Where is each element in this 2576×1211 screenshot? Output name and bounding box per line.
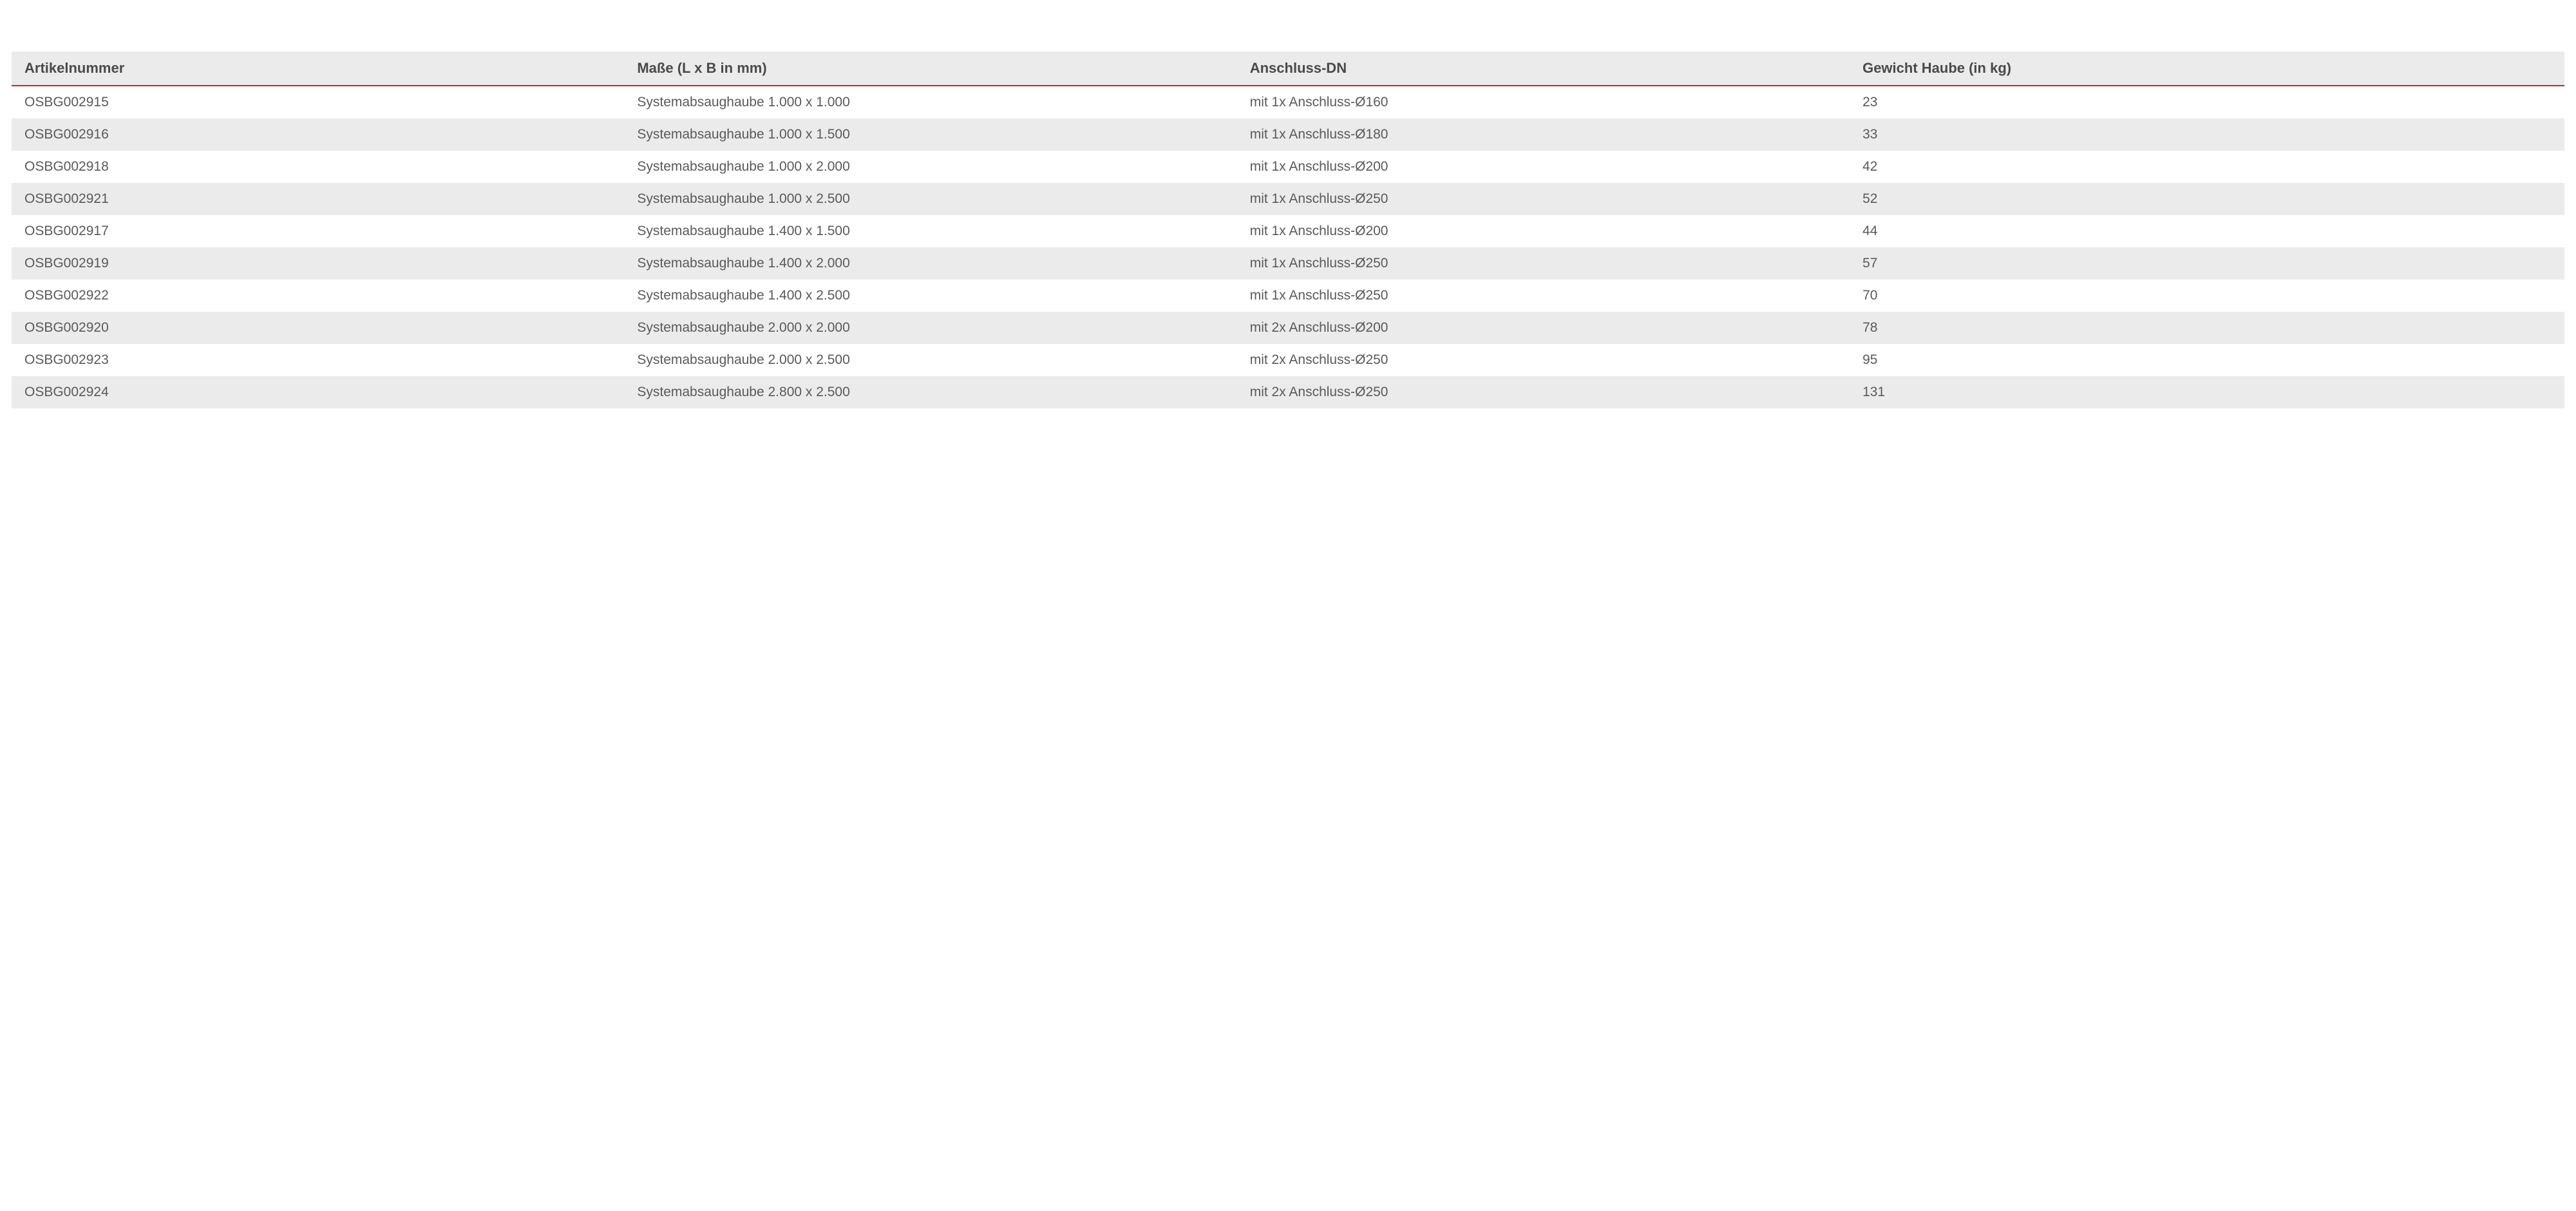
table-row: OSBG002920 Systemabsaughaube 2.000 x 2.0… [12, 312, 2564, 344]
cell-artikelnummer: OSBG002915 [12, 86, 624, 119]
table-row: OSBG002918 Systemabsaughaube 1.000 x 2.0… [12, 151, 2564, 183]
product-table: Artikelnummer Maße (L x B in mm) Anschlu… [12, 52, 2564, 408]
cell-anschluss: mit 2x Anschluss-Ø250 [1237, 344, 1850, 376]
col-header-artikelnummer: Artikelnummer [12, 52, 624, 86]
cell-gewicht: 70 [1850, 280, 2564, 312]
col-header-gewicht: Gewicht Haube (in kg) [1850, 52, 2564, 86]
cell-masse: Systemabsaughaube 1.400 x 2.500 [624, 280, 1236, 312]
cell-gewicht: 131 [1850, 376, 2564, 408]
cell-anschluss: mit 2x Anschluss-Ø200 [1237, 312, 1850, 344]
table-row: OSBG002924 Systemabsaughaube 2.800 x 2.5… [12, 376, 2564, 408]
col-header-masse: Maße (L x B in mm) [624, 52, 1236, 86]
cell-artikelnummer: OSBG002920 [12, 312, 624, 344]
cell-masse: Systemabsaughaube 1.000 x 1.500 [624, 119, 1236, 151]
cell-artikelnummer: OSBG002921 [12, 183, 624, 215]
cell-anschluss: mit 2x Anschluss-Ø250 [1237, 376, 1850, 408]
cell-anschluss: mit 1x Anschluss-Ø160 [1237, 86, 1850, 119]
cell-artikelnummer: OSBG002918 [12, 151, 624, 183]
cell-anschluss: mit 1x Anschluss-Ø250 [1237, 247, 1850, 280]
cell-gewicht: 33 [1850, 119, 2564, 151]
cell-masse: Systemabsaughaube 1.000 x 2.500 [624, 183, 1236, 215]
cell-gewicht: 44 [1850, 215, 2564, 247]
cell-artikelnummer: OSBG002917 [12, 215, 624, 247]
cell-gewicht: 57 [1850, 247, 2564, 280]
cell-gewicht: 78 [1850, 312, 2564, 344]
cell-anschluss: mit 1x Anschluss-Ø200 [1237, 215, 1850, 247]
cell-anschluss: mit 1x Anschluss-Ø250 [1237, 183, 1850, 215]
cell-gewicht: 95 [1850, 344, 2564, 376]
table-header-row: Artikelnummer Maße (L x B in mm) Anschlu… [12, 52, 2564, 86]
cell-masse: Systemabsaughaube 2.000 x 2.500 [624, 344, 1236, 376]
table-row: OSBG002921 Systemabsaughaube 1.000 x 2.5… [12, 183, 2564, 215]
cell-anschluss: mit 1x Anschluss-Ø180 [1237, 119, 1850, 151]
cell-artikelnummer: OSBG002922 [12, 280, 624, 312]
table-row: OSBG002919 Systemabsaughaube 1.400 x 2.0… [12, 247, 2564, 280]
table-row: OSBG002922 Systemabsaughaube 1.400 x 2.5… [12, 280, 2564, 312]
cell-masse: Systemabsaughaube 1.000 x 1.000 [624, 86, 1236, 119]
table-row: OSBG002923 Systemabsaughaube 2.000 x 2.5… [12, 344, 2564, 376]
table-row: OSBG002916 Systemabsaughaube 1.000 x 1.5… [12, 119, 2564, 151]
col-header-anschluss: Anschluss-DN [1237, 52, 1850, 86]
cell-artikelnummer: OSBG002924 [12, 376, 624, 408]
cell-gewicht: 52 [1850, 183, 2564, 215]
cell-masse: Systemabsaughaube 1.000 x 2.000 [624, 151, 1236, 183]
cell-masse: Systemabsaughaube 1.400 x 1.500 [624, 215, 1236, 247]
cell-masse: Systemabsaughaube 2.000 x 2.000 [624, 312, 1236, 344]
cell-anschluss: mit 1x Anschluss-Ø250 [1237, 280, 1850, 312]
cell-artikelnummer: OSBG002919 [12, 247, 624, 280]
cell-gewicht: 23 [1850, 86, 2564, 119]
table-row: OSBG002915 Systemabsaughaube 1.000 x 1.0… [12, 86, 2564, 119]
cell-artikelnummer: OSBG002923 [12, 344, 624, 376]
cell-masse: Systemabsaughaube 2.800 x 2.500 [624, 376, 1236, 408]
cell-masse: Systemabsaughaube 1.400 x 2.000 [624, 247, 1236, 280]
cell-artikelnummer: OSBG002916 [12, 119, 624, 151]
cell-anschluss: mit 1x Anschluss-Ø200 [1237, 151, 1850, 183]
table-row: OSBG002917 Systemabsaughaube 1.400 x 1.5… [12, 215, 2564, 247]
cell-gewicht: 42 [1850, 151, 2564, 183]
